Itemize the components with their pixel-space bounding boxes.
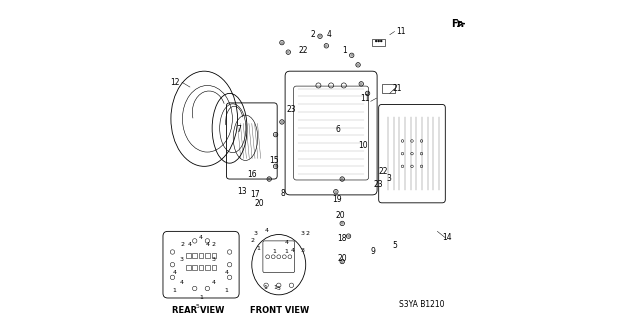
Text: 18: 18 bbox=[337, 234, 346, 243]
Text: 3: 3 bbox=[212, 257, 216, 262]
Text: 20: 20 bbox=[338, 254, 348, 263]
Bar bbox=[205, 252, 210, 258]
Bar bbox=[382, 84, 394, 93]
Text: 23: 23 bbox=[374, 180, 383, 189]
Text: 1: 1 bbox=[199, 294, 203, 300]
Text: 1: 1 bbox=[256, 246, 260, 251]
Text: 6: 6 bbox=[335, 125, 340, 134]
Text: 1: 1 bbox=[225, 288, 228, 293]
Bar bbox=[193, 252, 197, 258]
Text: 1: 1 bbox=[342, 46, 347, 55]
Text: 22: 22 bbox=[378, 167, 388, 176]
Text: 1: 1 bbox=[285, 249, 289, 254]
Text: 2: 2 bbox=[181, 242, 185, 247]
Text: 4: 4 bbox=[212, 280, 216, 284]
Text: 1: 1 bbox=[173, 288, 177, 293]
Text: 9: 9 bbox=[371, 247, 376, 256]
Text: 16: 16 bbox=[247, 170, 257, 179]
Bar bbox=[193, 265, 197, 270]
Circle shape bbox=[380, 40, 382, 42]
Text: 8: 8 bbox=[280, 189, 285, 198]
Text: FRONT VIEW: FRONT VIEW bbox=[250, 306, 309, 315]
Text: REAR VIEW: REAR VIEW bbox=[172, 306, 224, 315]
Text: 21: 21 bbox=[392, 84, 401, 93]
Bar bbox=[205, 265, 210, 270]
Text: 10: 10 bbox=[358, 141, 367, 150]
Text: 2: 2 bbox=[251, 238, 255, 244]
Bar bbox=[186, 252, 191, 258]
Text: 7: 7 bbox=[237, 125, 241, 134]
Text: 3: 3 bbox=[301, 248, 305, 253]
Text: 11: 11 bbox=[396, 27, 406, 36]
Text: 17: 17 bbox=[250, 190, 260, 199]
Text: 5: 5 bbox=[196, 304, 200, 309]
Text: 3: 3 bbox=[180, 257, 184, 262]
Text: 11: 11 bbox=[360, 94, 370, 103]
Bar bbox=[199, 265, 204, 270]
Text: 4: 4 bbox=[199, 235, 203, 240]
Text: 1: 1 bbox=[272, 249, 276, 254]
Text: 2: 2 bbox=[212, 242, 216, 247]
Text: 4: 4 bbox=[285, 240, 289, 245]
Text: 3: 3 bbox=[301, 231, 305, 236]
Text: 4: 4 bbox=[180, 280, 184, 284]
Text: 4: 4 bbox=[265, 228, 269, 233]
Text: 20: 20 bbox=[254, 199, 264, 208]
Bar bbox=[186, 265, 191, 270]
Text: 1: 1 bbox=[263, 285, 267, 290]
Text: 4: 4 bbox=[205, 242, 209, 247]
Text: 4: 4 bbox=[173, 270, 177, 275]
Text: 3: 3 bbox=[387, 174, 392, 183]
Bar bbox=[211, 265, 216, 270]
Text: 23: 23 bbox=[286, 105, 296, 114]
Text: 4: 4 bbox=[225, 270, 228, 275]
Text: 1: 1 bbox=[273, 285, 277, 290]
Text: 2: 2 bbox=[310, 30, 316, 39]
Text: 22: 22 bbox=[298, 46, 308, 55]
Text: 5: 5 bbox=[392, 241, 397, 250]
Text: 20: 20 bbox=[336, 211, 346, 220]
Bar bbox=[211, 252, 216, 258]
Text: 13: 13 bbox=[237, 187, 247, 196]
Text: 15: 15 bbox=[269, 156, 279, 164]
Text: 4: 4 bbox=[291, 248, 295, 253]
Bar bbox=[372, 39, 385, 46]
Text: 4: 4 bbox=[326, 30, 332, 39]
Text: 5: 5 bbox=[277, 286, 281, 291]
Bar bbox=[199, 252, 204, 258]
Circle shape bbox=[378, 40, 380, 42]
Text: 19: 19 bbox=[333, 195, 342, 204]
Text: 14: 14 bbox=[442, 233, 452, 242]
Text: 4: 4 bbox=[188, 242, 191, 247]
Text: 3: 3 bbox=[254, 231, 258, 236]
Text: S3YA B1210: S3YA B1210 bbox=[399, 300, 444, 309]
Text: Fr.: Fr. bbox=[451, 19, 465, 28]
Text: 12: 12 bbox=[170, 78, 179, 87]
Circle shape bbox=[375, 40, 377, 42]
Text: 2: 2 bbox=[306, 231, 310, 236]
